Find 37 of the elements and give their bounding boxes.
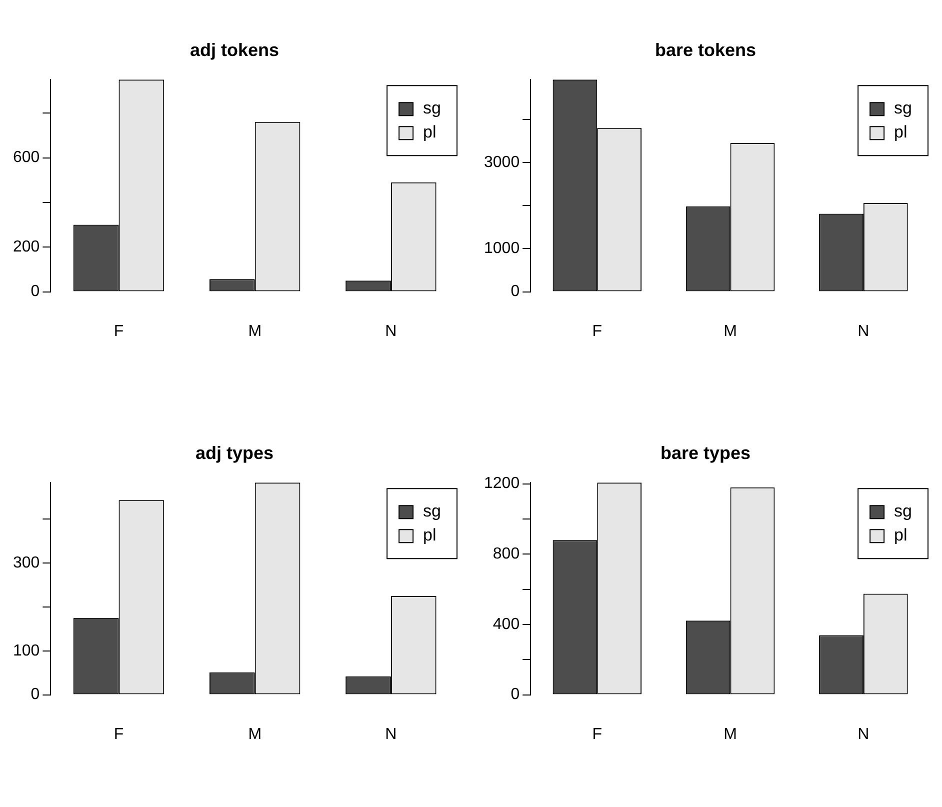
legend-label: sg: [423, 98, 442, 118]
chart-title: adj types: [195, 442, 274, 463]
y-tick-label: 100: [12, 642, 40, 660]
y-tick-label: 200: [12, 238, 40, 256]
y-tick-label: 0: [510, 283, 520, 300]
y-tick-label: 0: [510, 686, 520, 704]
y-tick-label: 400: [492, 616, 520, 633]
x-tick-label: F: [114, 726, 124, 743]
y-tick-label: 800: [492, 546, 520, 563]
y-tick-label: 600: [12, 149, 40, 166]
legend-label: sg: [894, 98, 912, 118]
x-tick-label: N: [858, 322, 870, 340]
y-tick-label: 0: [30, 686, 40, 704]
x-tick-label: F: [592, 726, 602, 743]
y-tick-label: 1000: [484, 240, 520, 258]
x-tick-label: M: [724, 322, 737, 340]
y-tick-label: 3000: [484, 154, 520, 171]
x-tick-label: M: [724, 726, 737, 743]
legend-label: pl: [423, 122, 436, 142]
x-tick-label: F: [114, 322, 124, 340]
x-tick-label: F: [592, 322, 602, 340]
x-tick-label: M: [248, 322, 262, 340]
chart-title: bare types: [660, 442, 751, 463]
legend-label: sg: [423, 501, 442, 520]
legend-label: sg: [894, 501, 912, 520]
x-tick-label: N: [385, 322, 397, 340]
x-tick-label: M: [248, 726, 262, 743]
chart-title: adj tokens: [190, 40, 280, 60]
legend-label: pl: [894, 122, 908, 142]
x-tick-label: N: [858, 726, 870, 743]
legend-label: pl: [423, 525, 436, 544]
legend-label: pl: [894, 525, 908, 544]
x-tick-label: N: [385, 726, 397, 743]
y-tick-label: 1200: [484, 475, 520, 492]
chart-title: bare tokens: [654, 40, 756, 60]
y-tick-label: 0: [30, 283, 40, 300]
y-tick-label: 300: [12, 554, 40, 572]
